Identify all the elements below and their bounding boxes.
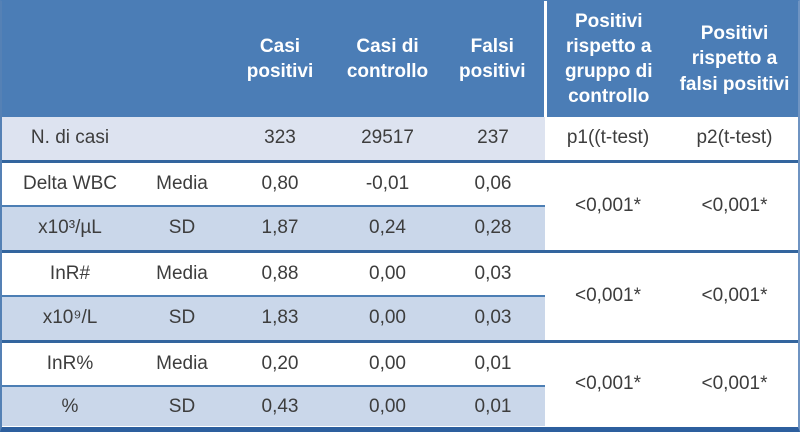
p2-value: <0,001* xyxy=(671,341,798,426)
header-cell-positivi-vs-gruppo-controllo: Positivi rispetto a gruppo di controllo xyxy=(543,1,671,117)
header-cell-falsi-positivi: Falsi positivi xyxy=(441,1,545,117)
row-n-di-casi: N. di casi 323 29517 237 p1((t-test) p2(… xyxy=(2,117,798,163)
p1-value: <0,001* xyxy=(545,161,671,253)
row-delta-wbc-sd: x10³/µL SD 1,87 0,24 0,28 xyxy=(2,206,798,253)
stat-label: Media xyxy=(138,341,226,387)
value-casi-positivi: 0,88 xyxy=(226,251,334,297)
row-label: InR# xyxy=(2,251,138,297)
value-falsi-positivi: 0,06 xyxy=(441,161,545,207)
stat-label: SD xyxy=(138,296,226,343)
value-casi-positivi: 0,20 xyxy=(226,341,334,387)
stat-label: Media xyxy=(138,161,226,207)
header-cell-empty-stat xyxy=(138,1,226,117)
value-falsi-positivi: 0,03 xyxy=(441,296,545,343)
stat-label: Media xyxy=(138,251,226,297)
value-casi-positivi: 1,83 xyxy=(226,296,334,343)
value-casi-positivi: 0,43 xyxy=(226,386,334,426)
value-falsi-positivi: 0,03 xyxy=(441,251,545,297)
p2-test-label: p2(t-test) xyxy=(671,117,798,163)
stat-label: SD xyxy=(138,206,226,253)
p1-test-label: p1((t-test) xyxy=(545,117,671,163)
p1-value: <0,001* xyxy=(545,341,671,426)
row-delta-wbc-media: Delta WBC Media 0,80 -0,01 0,06 <0,001* … xyxy=(2,161,798,253)
statistics-table: Casi positivi Casi di controllo Falsi po… xyxy=(2,1,798,426)
header-cell-positivi-vs-falsi-positivi: Positivi rispetto a falsi positivi xyxy=(671,1,798,117)
value-casi-di-controllo: 0,00 xyxy=(334,296,441,343)
value-casi-di-controllo: -0,01 xyxy=(334,161,441,207)
value-casi-positivi: 0,80 xyxy=(226,161,334,207)
value-casi-di-controllo: 0,00 xyxy=(334,341,441,387)
value-casi-positivi: 323 xyxy=(226,117,334,163)
value-falsi-positivi: 0,28 xyxy=(441,206,545,253)
stat-label-empty xyxy=(138,117,226,163)
row-inr-percent-media: InR% Media 0,20 0,00 0,01 <0,001* <0,001… xyxy=(2,341,798,426)
header-cell-empty-label xyxy=(2,1,138,117)
row-label: Delta WBC xyxy=(2,161,138,207)
value-casi-di-controllo: 0,00 xyxy=(334,251,441,297)
value-casi-di-controllo: 0,24 xyxy=(334,206,441,253)
stat-label: SD xyxy=(138,386,226,426)
row-unit-label: x10⁹/L xyxy=(2,296,138,343)
row-unit-label: % xyxy=(2,386,138,426)
value-falsi-positivi: 0,01 xyxy=(441,386,545,426)
p1-value: <0,001* xyxy=(545,251,671,343)
p2-value: <0,001* xyxy=(671,161,798,253)
row-inr-percent-sd: % SD 0,43 0,00 0,01 xyxy=(2,386,798,426)
row-inr-count-media: InR# Media 0,88 0,00 0,03 <0,001* <0,001… xyxy=(2,251,798,343)
p2-value: <0,001* xyxy=(671,251,798,343)
header-cell-casi-di-controllo: Casi di controllo xyxy=(334,1,441,117)
value-falsi-positivi: 237 xyxy=(441,117,545,163)
header-cell-casi-positivi: Casi positivi xyxy=(226,1,334,117)
row-inr-count-sd: x10⁹/L SD 1,83 0,00 0,03 xyxy=(2,296,798,343)
value-falsi-positivi: 0,01 xyxy=(441,341,545,387)
value-casi-positivi: 1,87 xyxy=(226,206,334,253)
row-label: N. di casi xyxy=(2,117,138,163)
row-label: InR% xyxy=(2,341,138,387)
header-row: Casi positivi Casi di controllo Falsi po… xyxy=(2,1,798,117)
row-unit-label: x10³/µL xyxy=(2,206,138,253)
value-casi-di-controllo: 0,00 xyxy=(334,386,441,426)
value-casi-di-controllo: 29517 xyxy=(334,117,441,163)
